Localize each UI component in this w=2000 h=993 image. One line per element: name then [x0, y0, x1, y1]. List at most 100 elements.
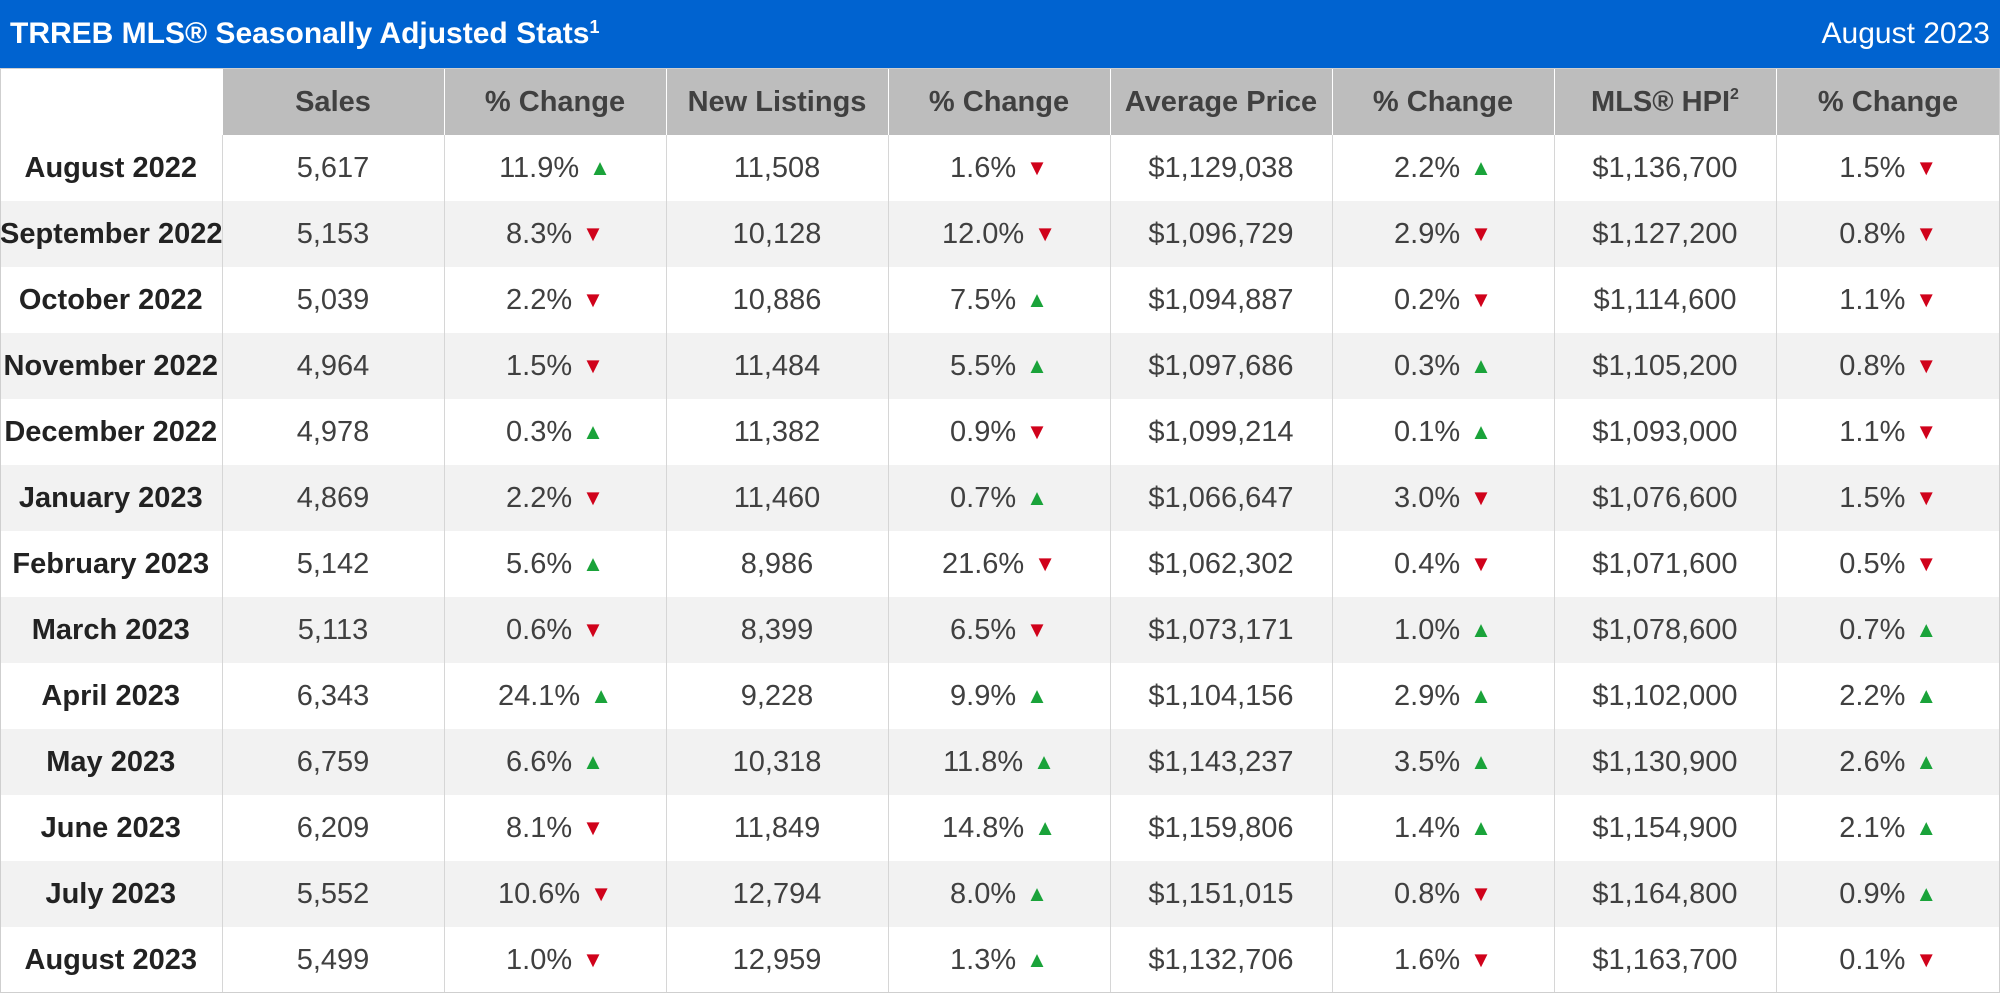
- change-cell: 5.6% ▲: [443, 531, 666, 597]
- value-cell: $1,104,156: [1109, 663, 1332, 729]
- cell-value: 4,869: [296, 481, 370, 514]
- triangle-up-icon: ▲: [1026, 946, 1048, 972]
- triangle-down-icon: ▼: [1026, 418, 1048, 444]
- change-cell: 0.9% ▼: [887, 399, 1110, 465]
- cell-value: 12,794: [732, 877, 822, 910]
- cell-value: 10,318: [732, 745, 822, 778]
- value-cell: 9,228: [665, 663, 888, 729]
- change-cell: 0.8% ▼: [1331, 861, 1554, 927]
- row-month-label: January 2023: [0, 465, 222, 531]
- cell-value: 11.9%: [499, 151, 580, 184]
- value-cell: $1,132,706: [1109, 927, 1332, 993]
- title-footnote-marker: 1: [589, 17, 600, 37]
- row-month-label: July 2023: [0, 861, 222, 927]
- cell-value: 8,986: [740, 547, 814, 580]
- change-cell: 21.6% ▼: [887, 531, 1110, 597]
- row-month-label: November 2022: [0, 333, 222, 399]
- change-cell: 14.8% ▲: [887, 795, 1110, 861]
- cell-value: 1.5%: [1839, 481, 1906, 514]
- cell-value: 5,039: [296, 283, 370, 316]
- triangle-down-icon: ▼: [1470, 286, 1492, 312]
- triangle-down-icon: ▼: [1034, 550, 1056, 576]
- cell-value: 24.1%: [497, 679, 581, 712]
- row-month-label: March 2023: [0, 597, 222, 663]
- change-cell: 8.1% ▼: [443, 795, 666, 861]
- value-cell: 4,978: [221, 399, 444, 465]
- cell-value: $1,076,600: [1592, 481, 1738, 514]
- table-row: May 2023 6,759 6.6% ▲ 10,318 11.8% ▲ $1,143,237…: [0, 729, 2000, 795]
- cell-value: 10,886: [732, 283, 822, 316]
- triangle-down-icon: ▼: [1470, 946, 1492, 972]
- value-cell: $1,163,700: [1553, 927, 1776, 993]
- value-cell: $1,071,600: [1553, 531, 1776, 597]
- month-text: November 2022: [3, 349, 218, 382]
- value-cell: 5,113: [221, 597, 444, 663]
- change-cell: 8.3% ▼: [443, 201, 666, 267]
- triangle-up-icon: ▲: [1026, 484, 1048, 510]
- value-cell: $1,099,214: [1109, 399, 1332, 465]
- triangle-down-icon: ▼: [582, 484, 604, 510]
- value-cell: $1,129,038: [1109, 135, 1332, 201]
- cell-value: 11,460: [733, 481, 821, 514]
- value-cell: $1,096,729: [1109, 201, 1332, 267]
- triangle-down-icon: ▼: [1026, 616, 1048, 642]
- table-row: August 2022 5,617 11.9% ▲ 11,508 1.6% ▼ $1,129,…: [0, 135, 2000, 201]
- cell-value: 2.1%: [1839, 811, 1906, 844]
- column-header-label: % Change: [928, 85, 1070, 118]
- column-header-label: % Change: [1372, 85, 1514, 118]
- change-cell: 0.7% ▲: [887, 465, 1110, 531]
- triangle-up-icon: ▲: [1470, 616, 1492, 642]
- cell-value: 0.5%: [1839, 547, 1906, 580]
- triangle-up-icon: ▲: [1915, 616, 1938, 642]
- value-cell: 4,964: [221, 333, 444, 399]
- value-cell: $1,154,900: [1553, 795, 1776, 861]
- triangle-up-icon: ▲: [1034, 814, 1056, 840]
- change-cell: 1.0% ▼: [443, 927, 666, 993]
- cell-value: 0.7%: [950, 481, 1017, 514]
- cell-value: 12.0%: [941, 217, 1025, 250]
- cell-value: $1,102,000: [1592, 679, 1738, 712]
- triangle-down-icon: ▼: [582, 946, 604, 972]
- change-cell: 6.5% ▼: [887, 597, 1110, 663]
- change-cell: 3.0% ▼: [1331, 465, 1554, 531]
- change-cell: 0.8% ▼: [1775, 333, 2000, 399]
- cell-value: 0.1%: [1839, 943, 1906, 976]
- table-row: September 2022 5,153 8.3% ▼ 10,128 12.0% ▼ $1,0…: [0, 201, 2000, 267]
- value-cell: $1,097,686: [1109, 333, 1332, 399]
- cell-value: 21.6%: [941, 547, 1025, 580]
- change-cell: 0.1% ▲: [1331, 399, 1554, 465]
- change-cell: 0.2% ▼: [1331, 267, 1554, 333]
- triangle-down-icon: ▼: [1034, 220, 1056, 246]
- value-cell: $1,062,302: [1109, 531, 1332, 597]
- table-row: July 2023 5,552 10.6% ▼ 12,794 8.0% ▲ $1,151,01…: [0, 861, 2000, 927]
- cell-value: 2.9%: [1394, 679, 1461, 712]
- change-cell: 8.0% ▲: [887, 861, 1110, 927]
- triangle-down-icon: ▼: [590, 880, 612, 906]
- cell-value: $1,159,806: [1148, 811, 1294, 844]
- change-cell: 6.6% ▲: [443, 729, 666, 795]
- value-cell: 11,382: [665, 399, 888, 465]
- month-text: July 2023: [45, 877, 177, 910]
- column-header-label: Average Price: [1124, 85, 1318, 118]
- change-cell: 2.9% ▲: [1331, 663, 1554, 729]
- column-header: New Listings: [665, 69, 889, 135]
- change-cell: 1.0% ▲: [1331, 597, 1554, 663]
- value-cell: 5,499: [221, 927, 444, 993]
- change-cell: 11.9% ▲: [443, 135, 666, 201]
- triangle-up-icon: ▲: [590, 682, 612, 708]
- cell-value: 6,759: [296, 745, 370, 778]
- column-header: MLS® HPI2: [1553, 69, 1777, 135]
- change-cell: 0.8% ▼: [1775, 201, 2000, 267]
- cell-value: $1,136,700: [1592, 151, 1738, 184]
- column-header: % Change: [1775, 69, 2000, 135]
- change-cell: 2.6% ▲: [1775, 729, 2000, 795]
- change-cell: 12.0% ▼: [887, 201, 1110, 267]
- row-month-label: December 2022: [0, 399, 222, 465]
- cell-value: 0.6%: [506, 613, 573, 646]
- triangle-up-icon: ▲: [1033, 748, 1055, 774]
- value-cell: $1,164,800: [1553, 861, 1776, 927]
- title-banner: TRREB MLS® Seasonally Adjusted Stats1 Au…: [0, 0, 2000, 68]
- cell-value: $1,096,729: [1148, 217, 1294, 250]
- month-text: December 2022: [4, 415, 218, 448]
- page-title: TRREB MLS® Seasonally Adjusted Stats1: [10, 17, 599, 51]
